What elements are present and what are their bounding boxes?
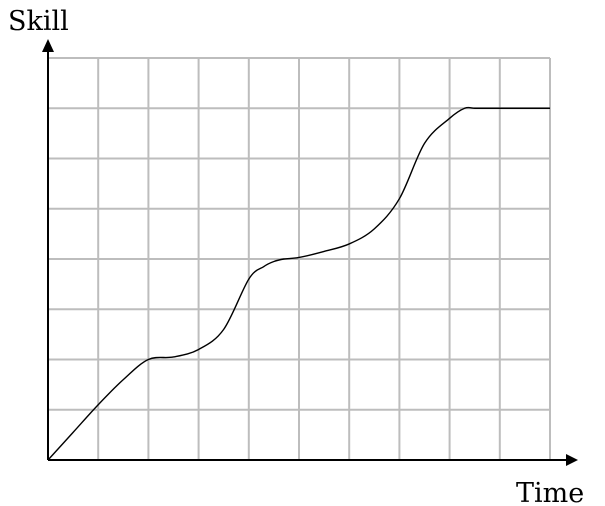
skill-curve	[47, 106, 550, 461]
axes	[42, 39, 578, 466]
x-axis-arrow-icon	[566, 454, 578, 466]
y-axis-label: Skill	[8, 6, 69, 37]
x-axis-label: Time	[516, 478, 584, 506]
grid	[48, 57, 551, 460]
y-axis-arrow-icon	[42, 39, 54, 52]
